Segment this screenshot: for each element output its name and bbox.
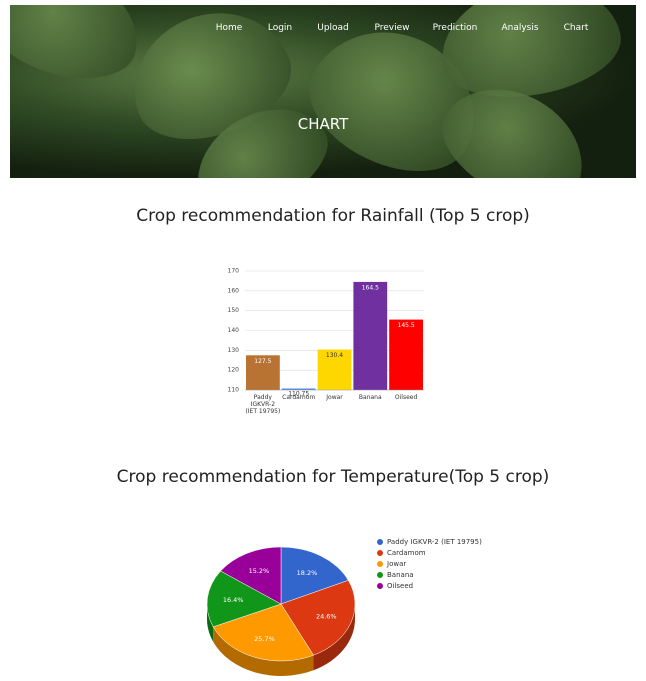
slice-label: 15.2% (249, 567, 270, 575)
nav-link[interactable]: Login (267, 23, 293, 33)
slice-label: 25.7% (254, 635, 275, 643)
legend-swatch (377, 572, 383, 578)
nav-link[interactable]: Upload (317, 23, 349, 33)
bar (353, 281, 388, 390)
bar (389, 319, 423, 390)
slice-label: 16.4% (223, 596, 244, 604)
bar-value-label: 164.5 (362, 284, 379, 291)
bar-value-label: 127.5 (254, 358, 271, 365)
nav-link[interactable]: Chart (563, 23, 589, 33)
x-tick-label: Cardamom (282, 394, 316, 401)
pie-side (213, 626, 314, 676)
pie-slice (220, 546, 282, 605)
legend-label: Paddy IGKVR-2 (IET 19795) (387, 538, 482, 546)
pie-side (313, 604, 355, 671)
bar-value-label: 145.5 (398, 322, 415, 329)
legend-swatch (377, 583, 383, 589)
legend-label: Oilseed (387, 582, 413, 590)
y-tick-label: 160 (228, 287, 240, 294)
x-tick-label: Oilseed (394, 394, 418, 401)
pie-slice (206, 570, 282, 628)
bar-value-label: 130.4 (326, 352, 343, 359)
legend-label: Banana (387, 571, 414, 579)
legend-label: Jowar (386, 560, 406, 568)
y-tick-label: 140 (228, 327, 240, 334)
bar (246, 355, 280, 390)
x-tick-label: Banana (358, 394, 382, 401)
pie-slice (280, 546, 349, 605)
slice-label: 24.6% (316, 612, 337, 620)
chart-title: Crop recommendation for Temperature(Top … (117, 467, 550, 487)
slice-label: 18.2% (297, 569, 318, 577)
y-tick-label: 170 (228, 268, 240, 275)
nav-link[interactable]: Analysis (501, 23, 539, 33)
nav-link[interactable]: Home (215, 23, 243, 33)
pie-slice (212, 603, 314, 662)
chart-title: Crop recommendation for Rainfall (Top 5 … (136, 206, 530, 226)
legend-swatch (377, 561, 383, 567)
hero: CHART Home Login Upload Preview Prediction An… (10, 5, 636, 178)
pie-side (207, 604, 214, 642)
y-tick-label: 110 (228, 387, 240, 394)
legend-swatch (377, 550, 383, 556)
nav-link[interactable]: Prediction (432, 23, 478, 33)
nav-link[interactable]: Preview (374, 23, 410, 33)
y-tick-label: 130 (228, 347, 240, 354)
y-tick-label: 150 (228, 307, 240, 314)
y-tick-label: 120 (228, 367, 240, 374)
bar (317, 349, 352, 390)
legend-swatch (377, 539, 383, 545)
x-tick-label: Jowar (326, 394, 343, 401)
hero-title: CHART (297, 115, 349, 133)
bar-value-label: 110.75 (288, 391, 309, 398)
bar (281, 388, 316, 390)
pie-slice (280, 580, 356, 656)
x-tick-label: Paddy IGKVR-2 (IET 19795) (245, 394, 281, 415)
legend-label: Cardamom (387, 549, 426, 557)
